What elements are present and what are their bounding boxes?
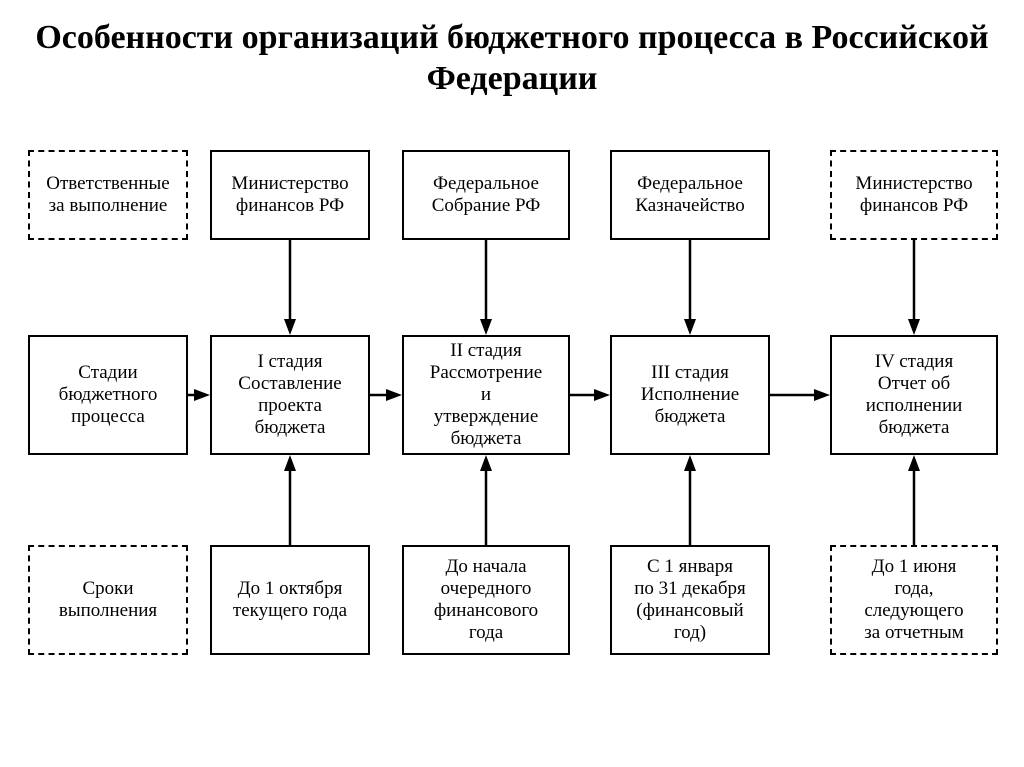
- node-label: Министерство финансов РФ: [855, 173, 972, 217]
- node-label: IV стадия Отчет об исполнении бюджета: [866, 351, 963, 438]
- node-r0c4: Министерство финансов РФ: [830, 150, 998, 240]
- node-r2c2: До начала очередного финансового года: [402, 545, 570, 655]
- node-r0c1: Министерство финансов РФ: [210, 150, 370, 240]
- node-label: До 1 июня года, следующего за отчетным: [864, 556, 964, 643]
- node-r0c0: Ответственные за выполнение: [28, 150, 188, 240]
- diagram-canvas: Особенности организаций бюджетного проце…: [0, 0, 1024, 767]
- node-label: III стадия Исполнение бюджета: [641, 362, 739, 428]
- node-label: До начала очередного финансового года: [434, 556, 538, 643]
- node-r2c3: С 1 января по 31 декабря (финансовый год…: [610, 545, 770, 655]
- node-r1c3: III стадия Исполнение бюджета: [610, 335, 770, 455]
- node-label: С 1 января по 31 декабря (финансовый год…: [634, 556, 746, 643]
- node-label: Министерство финансов РФ: [231, 173, 348, 217]
- node-label: Федеральное Собрание РФ: [432, 173, 541, 217]
- node-r1c1: I стадия Составление проекта бюджета: [210, 335, 370, 455]
- node-r1c2: II стадия Рассмотрение и утверждение бюд…: [402, 335, 570, 455]
- node-r2c0: Сроки выполнения: [28, 545, 188, 655]
- node-r2c4: До 1 июня года, следующего за отчетным: [830, 545, 998, 655]
- node-label: II стадия Рассмотрение и утверждение бюд…: [430, 340, 542, 449]
- diagram-title: Особенности организаций бюджетного проце…: [0, 18, 1024, 100]
- node-label: I стадия Составление проекта бюджета: [238, 351, 341, 438]
- node-label: До 1 октября текущего года: [233, 578, 347, 622]
- node-label: Стадии бюджетного процесса: [59, 362, 158, 428]
- node-r2c1: До 1 октября текущего года: [210, 545, 370, 655]
- node-r1c4: IV стадия Отчет об исполнении бюджета: [830, 335, 998, 455]
- node-label: Сроки выполнения: [59, 578, 157, 622]
- node-r0c3: Федеральное Казначейство: [610, 150, 770, 240]
- node-label: Ответственные за выполнение: [46, 173, 169, 217]
- node-r1c0: Стадии бюджетного процесса: [28, 335, 188, 455]
- node-r0c2: Федеральное Собрание РФ: [402, 150, 570, 240]
- node-label: Федеральное Казначейство: [635, 173, 744, 217]
